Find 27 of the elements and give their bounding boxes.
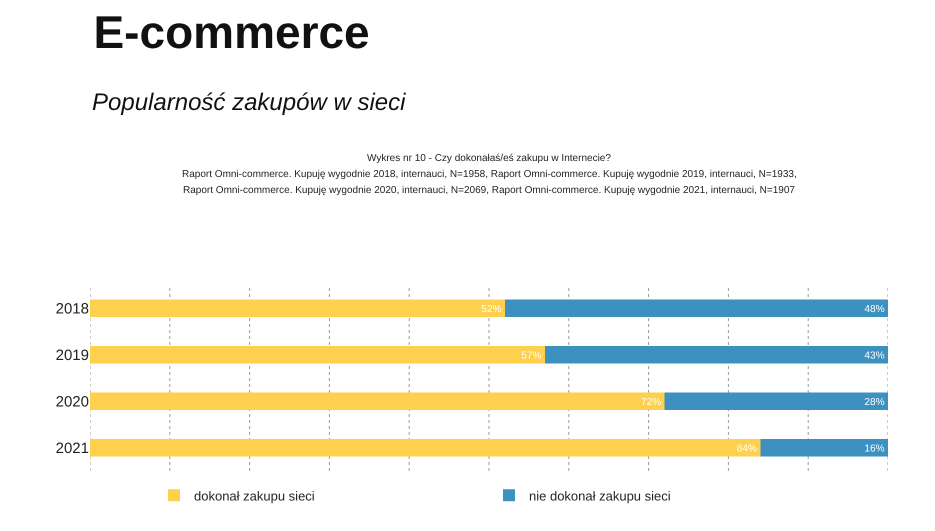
bar	[544, 346, 888, 364]
y-tick-label: 2018	[56, 300, 89, 318]
bar	[90, 438, 760, 457]
bar	[90, 346, 545, 364]
bar	[90, 299, 505, 318]
data-label: 52%	[481, 304, 502, 315]
data-label: 84%	[736, 443, 757, 454]
data-label: 72%	[640, 396, 662, 408]
text: Wykres nr 10 - Czy dokonałaś/eś zakupu w Internecie?	[367, 153, 612, 164]
bar	[90, 392, 665, 410]
data-label: 28%	[864, 396, 885, 408]
legend-label: nie dokonał zakupu sieci	[529, 488, 671, 504]
y-tick-label: 2019	[56, 347, 89, 364]
y-tick-label: 2021	[56, 440, 89, 457]
chart-subtitle: Popularność zakupów w sieci	[92, 89, 406, 116]
bar	[760, 438, 888, 457]
text: Raport Omni-commerce. Kupuję wygodnie 2018, internauci, N=1958, Raport Omni-commerce. Kupuję wygodnie 2019, internauci, N=1933,	[182, 169, 797, 180]
data-label: 48%	[864, 304, 885, 315]
chart-title: E-commerce	[94, 6, 370, 58]
bar	[504, 299, 888, 318]
data-label: 57%	[521, 350, 542, 362]
data-label: 43%	[864, 350, 885, 362]
legend-label: dokonał zakupu sieci	[194, 488, 315, 504]
data-label: 16%	[864, 443, 885, 454]
bar	[664, 392, 888, 410]
y-tick-label: 2020	[56, 394, 89, 410]
text: Raport Omni-commerce. Kupuję wygodnie 2020, internauci, N=2069, Raport Omni-commerce. Kupuję wygodnie 2021, internauci, N=1907	[183, 185, 796, 196]
